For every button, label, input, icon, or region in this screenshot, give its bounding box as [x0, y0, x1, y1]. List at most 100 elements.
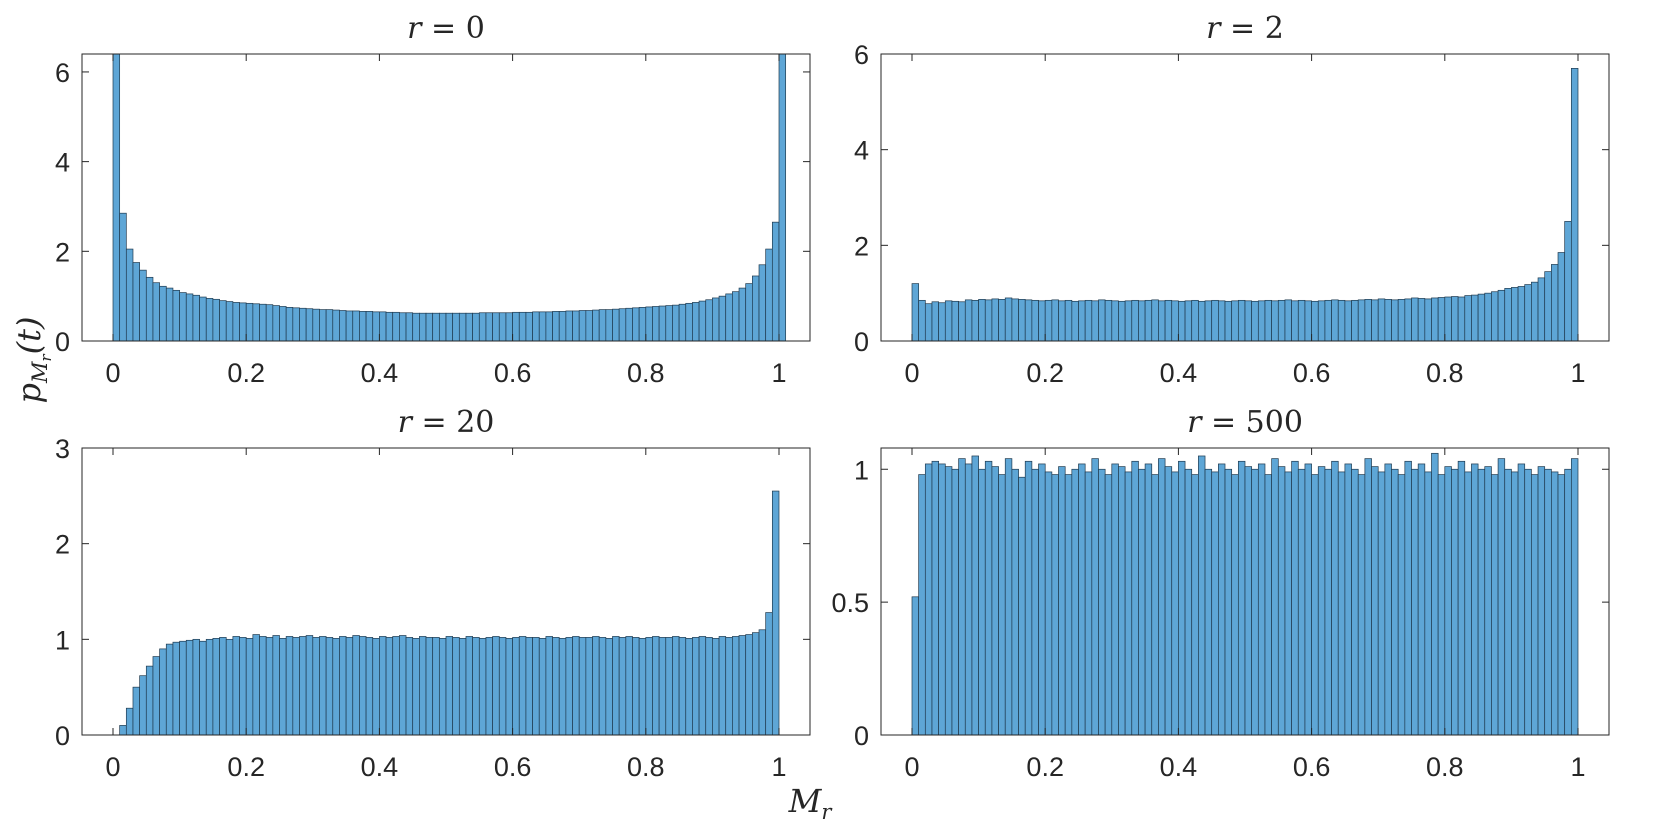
- bar: [285, 636, 294, 736]
- bar: [478, 638, 487, 736]
- bar: [119, 212, 127, 342]
- bar: [1517, 463, 1526, 736]
- bar: [325, 309, 334, 342]
- bar: [139, 269, 147, 342]
- bar: [1011, 298, 1019, 342]
- bar: [478, 312, 487, 342]
- title-equals: =: [1201, 405, 1245, 440]
- bar: [165, 287, 174, 342]
- bar: [219, 637, 227, 736]
- bar: [452, 312, 460, 342]
- y-tick-label: 6: [55, 58, 70, 88]
- bar: [951, 300, 959, 342]
- bar: [1224, 468, 1233, 736]
- bar: [1138, 468, 1146, 736]
- bar: [1004, 297, 1013, 342]
- bar: [245, 638, 254, 736]
- bar: [1537, 466, 1546, 736]
- bar: [359, 311, 367, 342]
- bar: [1411, 468, 1419, 736]
- bar: [139, 675, 147, 736]
- bar: [1337, 299, 1346, 342]
- bar: [132, 686, 140, 736]
- bar: [685, 302, 693, 342]
- bar: [978, 468, 986, 736]
- bar: [172, 641, 180, 736]
- x-tick-label: 0.2: [227, 358, 265, 388]
- bar: [192, 294, 200, 342]
- bar: [658, 305, 667, 342]
- bar: [944, 300, 953, 342]
- bar: [1131, 460, 1139, 736]
- bar: [1344, 300, 1352, 342]
- bar: [119, 725, 127, 736]
- bar: [1251, 468, 1259, 736]
- bar: [1411, 297, 1419, 342]
- bar: [1158, 300, 1166, 342]
- bar: [1164, 466, 1173, 736]
- bar: [1051, 474, 1059, 736]
- bar: [1357, 474, 1366, 736]
- bar: [758, 629, 767, 736]
- bar: [978, 299, 986, 342]
- bar: [738, 287, 747, 342]
- bar: [325, 637, 334, 736]
- bar: [565, 310, 573, 342]
- bar: [159, 285, 167, 342]
- bar: [938, 463, 946, 736]
- bar: [625, 307, 633, 342]
- bar: [1531, 281, 1539, 342]
- title-variable: r: [398, 405, 414, 440]
- bar: [1271, 458, 1279, 736]
- bar: [352, 635, 360, 736]
- bar: [958, 301, 966, 342]
- bar: [405, 312, 414, 342]
- axes-frame: [880, 53, 1610, 342]
- bar: [345, 310, 354, 342]
- y-tick-label: 2: [55, 530, 70, 560]
- bar: [1477, 468, 1486, 736]
- bar: [299, 636, 307, 736]
- bar: [1271, 300, 1279, 342]
- bar: [272, 635, 280, 736]
- bar: [259, 303, 267, 342]
- bar: [1457, 296, 1466, 342]
- bar: [1171, 471, 1179, 736]
- bar: [552, 311, 560, 342]
- bar: [1497, 289, 1506, 342]
- bar: [199, 640, 207, 736]
- y-tick-label: 0: [55, 327, 70, 357]
- bar: [1178, 300, 1186, 342]
- bar: [638, 307, 647, 342]
- y-label-main: p: [10, 383, 48, 403]
- bar: [1231, 300, 1239, 342]
- bar: [159, 648, 167, 736]
- bar: [239, 302, 247, 342]
- bar: [924, 303, 933, 342]
- title-variable: r: [407, 11, 423, 46]
- bar: [658, 637, 667, 736]
- x-tick-label: 1: [1570, 358, 1585, 388]
- bar: [1004, 458, 1013, 736]
- bar: [419, 636, 427, 736]
- bar: [545, 311, 553, 342]
- bar: [1444, 466, 1452, 736]
- y-tick-label: 4: [55, 148, 70, 178]
- bar: [771, 221, 780, 342]
- bar: [1311, 474, 1319, 736]
- bar: [718, 295, 727, 342]
- bar: [1104, 299, 1113, 342]
- bar: [1104, 474, 1113, 736]
- bar: [1517, 286, 1526, 342]
- bar: [465, 312, 473, 342]
- bar: [1018, 299, 1026, 342]
- bar: [1071, 300, 1079, 342]
- bar: [1524, 468, 1532, 736]
- x-tick-label: 0: [105, 358, 120, 388]
- bar: [598, 309, 607, 342]
- bar: [125, 248, 134, 342]
- bar: [485, 637, 493, 736]
- bar: [1431, 297, 1439, 342]
- bar: [911, 283, 920, 342]
- bar: [299, 307, 307, 342]
